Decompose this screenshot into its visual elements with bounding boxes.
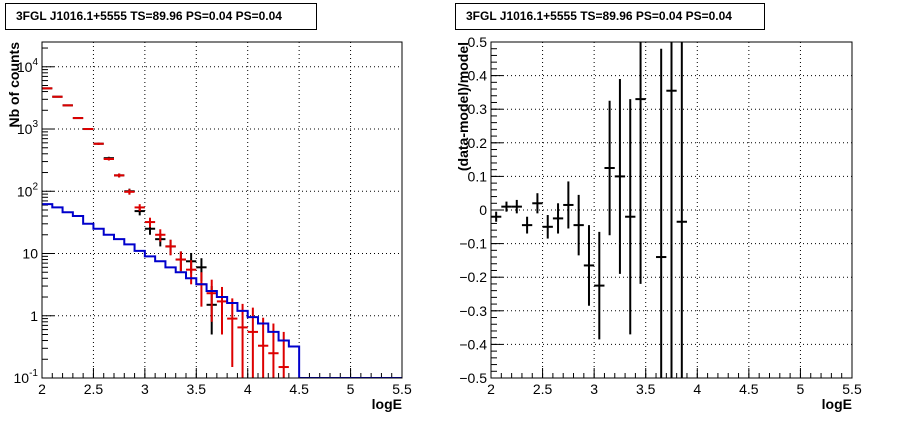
x-tick-label: 5	[797, 381, 805, 397]
y-tick-label: 1	[30, 308, 38, 324]
y-tick-label: 0.4	[468, 68, 488, 84]
y-tick-label: 0.2	[468, 135, 488, 151]
left-chart-title: 3FGL J1016.1+5555 TS=89.96 PS=0.04 PS=0.…	[5, 3, 317, 30]
x-axis-label: logE	[822, 396, 852, 412]
series-group	[491, 42, 687, 378]
y-axis-label: (data-model)/model	[455, 42, 471, 171]
x-tick-label: 2	[38, 381, 46, 397]
y-tick-label: −0.5	[459, 370, 487, 386]
x-tick-label: 2	[487, 381, 495, 397]
x-tick-label: 5.5	[392, 381, 412, 397]
y-tick-label: −0.1	[459, 236, 487, 252]
x-tick-label: 3.5	[636, 381, 656, 397]
residuals-panel: 2 2.5 3 3.5 4 4.5 5 5.5 0.5 0.4 0.3 0.2 0.1 0 −0.1 −0.2…	[455, 34, 862, 412]
y-tick-label: 104	[17, 57, 39, 75]
y-tick-label: −0.2	[459, 269, 487, 285]
series-group	[42, 203, 402, 378]
y-tick-label: 102	[17, 181, 39, 199]
x-tick-label: 2.5	[84, 381, 104, 397]
y-tick-label: 0.1	[468, 168, 488, 184]
y-tick-label: 103	[17, 119, 39, 137]
x-tick-label: 2.5	[533, 381, 553, 397]
y-axis-label: Nb of counts	[6, 42, 22, 128]
y-tick-label: 0.3	[468, 101, 488, 117]
x-tick-label: 4	[244, 381, 252, 397]
counts-panel: 2 2.5 3 3.5 4 4.5 5 5.5 10-1 1 10 102 103 104 logE Nb o…	[6, 41, 412, 412]
right-chart-title: 3FGL J1016.1+5555 TS=89.96 PS=0.04 PS=0.…	[455, 3, 765, 30]
x-tick-label: 5	[347, 381, 355, 397]
y-tick-label: −0.3	[459, 303, 487, 319]
y-tick-label: 10	[22, 246, 38, 262]
y-tick-label: 10-1	[14, 368, 39, 386]
x-tick-label: 3.5	[187, 381, 207, 397]
x-axis-label: logE	[372, 396, 402, 412]
x-tick-label: 5.5	[842, 381, 862, 397]
y-tick-label: 0	[479, 202, 487, 218]
y-tick-label: −0.4	[459, 336, 487, 352]
y-tick-label: 0.5	[468, 34, 488, 50]
x-tick-label: 4	[693, 381, 701, 397]
x-tick-label: 4.5	[289, 381, 309, 397]
plot-frame	[41, 41, 403, 379]
model-step-line	[42, 203, 402, 378]
x-tick-label: 3	[590, 381, 598, 397]
plot-frame	[490, 41, 853, 379]
x-tick-label: 4.5	[739, 381, 759, 397]
x-tick-label: 3	[141, 381, 149, 397]
